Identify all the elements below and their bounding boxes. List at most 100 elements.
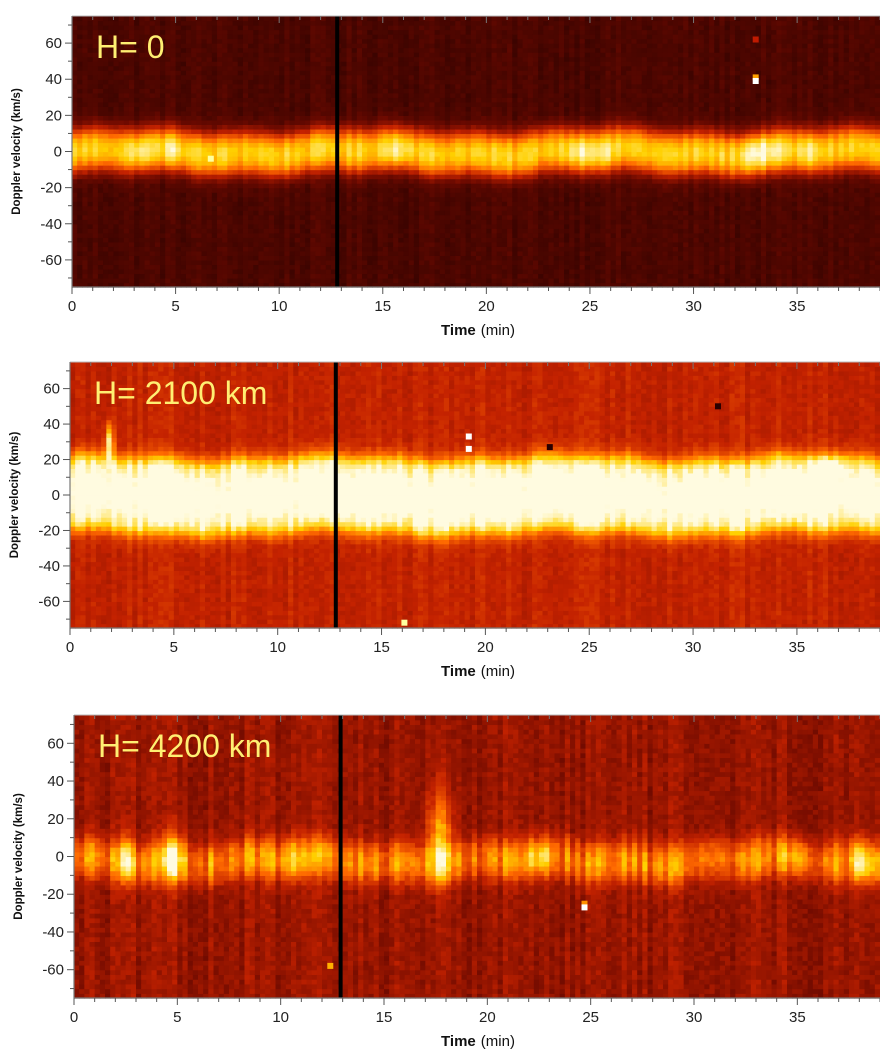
heatmap-cell bbox=[145, 129, 151, 134]
heatmap-cell bbox=[129, 246, 135, 251]
heatmap-cell bbox=[113, 97, 119, 102]
heatmap-cell bbox=[82, 215, 88, 220]
heatmap-cell bbox=[77, 174, 83, 179]
heatmap-cell bbox=[165, 52, 171, 57]
heatmap-cell bbox=[170, 251, 176, 256]
heatmap-cell bbox=[150, 183, 156, 188]
heatmap-cell bbox=[124, 215, 130, 220]
heatmap-cell bbox=[170, 197, 176, 202]
heatmap-cell bbox=[108, 70, 114, 75]
heatmap-cell bbox=[119, 21, 125, 26]
heatmap-cell bbox=[82, 61, 88, 66]
heatmap-cell bbox=[72, 79, 78, 84]
heatmap-cell bbox=[155, 273, 161, 278]
heatmap-cell bbox=[103, 138, 109, 143]
heatmap-cell bbox=[93, 170, 99, 175]
heatmap-cell bbox=[196, 237, 202, 242]
heatmap-cell bbox=[113, 124, 119, 129]
heatmap-cell bbox=[119, 273, 125, 278]
heatmap-cell bbox=[88, 269, 94, 274]
heatmap-cell bbox=[108, 93, 114, 98]
heatmap-cell bbox=[170, 84, 176, 89]
heatmap-cell bbox=[129, 133, 135, 138]
heatmap-cell bbox=[103, 201, 109, 206]
heatmap-cell bbox=[191, 43, 197, 48]
heatmap-cell bbox=[181, 242, 187, 247]
heatmap-cell bbox=[181, 30, 187, 35]
heatmap-cell bbox=[196, 269, 202, 274]
heatmap-cell bbox=[165, 79, 171, 84]
heatmap-cell bbox=[165, 201, 171, 206]
heatmap-cell bbox=[139, 115, 145, 120]
heatmap-cell bbox=[150, 138, 156, 143]
heatmap-cell bbox=[155, 124, 161, 129]
heatmap-cell bbox=[108, 251, 114, 256]
heatmap-cell bbox=[108, 183, 114, 188]
heatmap-cell bbox=[103, 237, 109, 242]
heatmap-cell bbox=[139, 237, 145, 242]
heatmap-cell bbox=[134, 210, 140, 215]
heatmap-cell bbox=[108, 179, 114, 184]
heatmap-cell bbox=[155, 228, 161, 233]
heatmap-cell bbox=[108, 201, 114, 206]
heatmap-cell bbox=[191, 79, 197, 84]
heatmap-cell bbox=[134, 21, 140, 26]
heatmap-cell bbox=[145, 152, 151, 157]
heatmap-cell bbox=[186, 70, 192, 75]
heatmap-cell bbox=[181, 201, 187, 206]
heatmap-cell bbox=[150, 260, 156, 265]
heatmap-cell bbox=[145, 142, 151, 147]
heatmap-cell bbox=[129, 210, 135, 215]
heatmap-cell bbox=[145, 88, 151, 93]
heatmap-cell bbox=[196, 120, 202, 125]
heatmap-cell bbox=[124, 133, 130, 138]
heatmap-cell bbox=[191, 233, 197, 238]
heatmap-cell bbox=[160, 129, 166, 134]
heatmap-cell bbox=[119, 161, 125, 166]
heatmap-cell bbox=[170, 30, 176, 35]
heatmap-cell bbox=[165, 273, 171, 278]
heatmap-cell bbox=[129, 188, 135, 193]
heatmap-cell bbox=[145, 161, 151, 166]
heatmap-cell bbox=[196, 84, 202, 89]
heatmap-cell bbox=[160, 138, 166, 143]
heatmap-cell bbox=[139, 106, 145, 111]
heatmap-cell bbox=[77, 251, 83, 256]
heatmap-cell bbox=[181, 152, 187, 157]
heatmap-cell bbox=[139, 102, 145, 107]
heatmap-cell bbox=[201, 273, 207, 278]
heatmap-cell bbox=[108, 115, 114, 120]
heatmap-cell bbox=[124, 183, 130, 188]
heatmap-cell bbox=[134, 237, 140, 242]
heatmap-cell bbox=[103, 111, 109, 116]
heatmap-cell bbox=[103, 188, 109, 193]
heatmap-cell bbox=[160, 264, 166, 269]
heatmap-cell bbox=[176, 16, 182, 21]
heatmap-cell bbox=[150, 264, 156, 269]
heatmap-cell bbox=[88, 174, 94, 179]
heatmap-cell bbox=[108, 102, 114, 107]
heatmap-cell bbox=[186, 219, 192, 224]
heatmap-cell bbox=[134, 215, 140, 220]
heatmap-cell bbox=[176, 93, 182, 98]
heatmap-cell bbox=[191, 39, 197, 44]
heatmap-cell bbox=[186, 93, 192, 98]
heatmap-cell bbox=[191, 170, 197, 175]
heatmap-cell bbox=[160, 16, 166, 21]
heatmap-cell bbox=[170, 120, 176, 125]
heatmap-cell bbox=[170, 88, 176, 93]
heatmap-cell bbox=[103, 79, 109, 84]
heatmap-cell bbox=[134, 192, 140, 197]
heatmap-cell bbox=[82, 156, 88, 161]
heatmap-cell bbox=[165, 233, 171, 238]
heatmap-cell bbox=[191, 61, 197, 66]
heatmap-cell bbox=[196, 224, 202, 229]
heatmap-cell bbox=[186, 97, 192, 102]
heatmap-cell bbox=[155, 16, 161, 21]
heatmap-cell bbox=[191, 269, 197, 274]
heatmap-cell bbox=[176, 170, 182, 175]
heatmap-cell bbox=[134, 79, 140, 84]
heatmap-cell bbox=[201, 233, 207, 238]
heatmap-cell bbox=[134, 66, 140, 71]
heatmap-cell bbox=[124, 75, 130, 80]
